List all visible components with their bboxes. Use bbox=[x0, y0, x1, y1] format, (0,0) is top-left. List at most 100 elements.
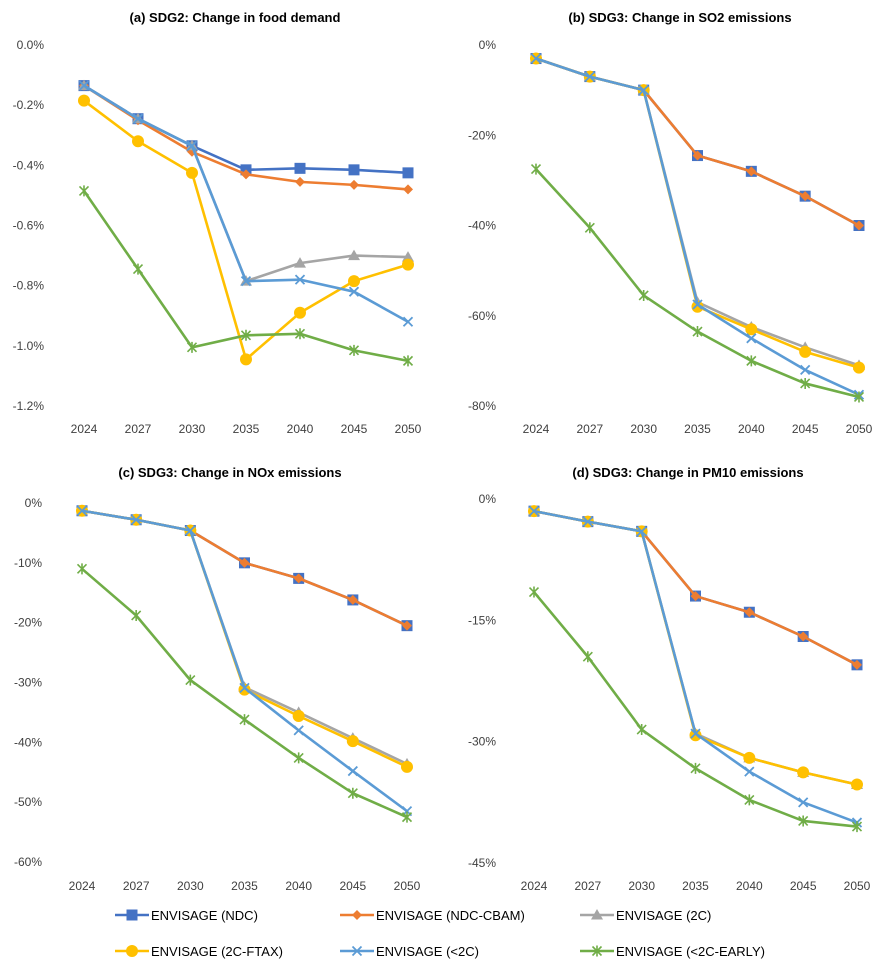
data-point bbox=[348, 344, 360, 356]
data-point bbox=[347, 594, 358, 605]
data-point bbox=[294, 328, 306, 340]
y-tick-label: -0.6% bbox=[13, 219, 45, 233]
data-point bbox=[185, 674, 196, 686]
data-point bbox=[800, 377, 811, 389]
series-4 bbox=[78, 94, 414, 366]
x-tick-label: 2027 bbox=[576, 422, 603, 436]
x-tick-label: 2040 bbox=[287, 422, 314, 436]
data-point bbox=[854, 220, 864, 231]
legend-marker bbox=[352, 910, 362, 920]
series-line bbox=[83, 84, 409, 175]
series-2 bbox=[531, 53, 864, 231]
data-point bbox=[348, 286, 360, 297]
data-point bbox=[402, 251, 414, 262]
x-tick-label: 2030 bbox=[630, 422, 657, 436]
data-point bbox=[528, 505, 540, 517]
data-point bbox=[238, 683, 251, 696]
x-tick-label: 2027 bbox=[125, 422, 152, 436]
x-tick-label: 2030 bbox=[179, 422, 206, 436]
chart-panel-1: (a) SDG2: Change in food demand 0.0% -0.2%… bbox=[13, 10, 422, 436]
chart-title: (a) SDG2: Change in food demand bbox=[130, 10, 341, 25]
legend-label: ENVISAGE (NDC) bbox=[151, 908, 258, 923]
series-6 bbox=[78, 185, 414, 367]
data-point bbox=[584, 71, 595, 82]
series-line bbox=[535, 57, 860, 396]
data-point bbox=[185, 525, 196, 536]
series-4 bbox=[528, 505, 863, 791]
legend-marker bbox=[351, 945, 363, 957]
x-tick-label: 2035 bbox=[233, 422, 260, 436]
series-line bbox=[533, 509, 858, 786]
series-1 bbox=[76, 505, 413, 632]
data-point bbox=[530, 53, 542, 64]
data-point bbox=[692, 299, 703, 310]
y-tick-label: -20% bbox=[14, 616, 42, 630]
chart-panel-2: (b) SDG3: Change in SO2 emissions 0% -20% -… bbox=[468, 10, 873, 436]
data-point bbox=[800, 191, 811, 202]
data-point bbox=[401, 760, 413, 773]
data-point bbox=[530, 163, 542, 175]
data-point bbox=[638, 84, 649, 96]
data-point bbox=[798, 797, 809, 808]
data-point bbox=[348, 275, 360, 288]
x-tick-label: 2045 bbox=[339, 879, 366, 893]
x-tick-label: 2024 bbox=[521, 879, 548, 893]
series-5 bbox=[530, 53, 865, 400]
series-line bbox=[535, 57, 860, 369]
legend-item: ENVISAGE (NDC-CBAM) bbox=[340, 908, 525, 923]
y-tick-label: -40% bbox=[14, 735, 42, 749]
data-point bbox=[690, 728, 701, 739]
legend-item: ENVISAGE (2C-FTAX) bbox=[115, 944, 283, 959]
data-point bbox=[403, 184, 413, 195]
data-point bbox=[744, 766, 755, 777]
legend: ENVISAGE (NDC) ENVISAGE (NDC-CBAM) ENVISAG… bbox=[115, 908, 765, 959]
data-point bbox=[851, 778, 863, 791]
x-tick-label: 2030 bbox=[177, 879, 204, 893]
legend-item: ENVISAGE (<2C) bbox=[340, 944, 479, 959]
data-point bbox=[294, 306, 306, 319]
data-point bbox=[240, 329, 252, 341]
data-point bbox=[798, 631, 809, 642]
data-point bbox=[240, 276, 252, 287]
x-tick-label: 2024 bbox=[71, 422, 98, 436]
series-line bbox=[81, 509, 408, 766]
series-line bbox=[533, 591, 858, 828]
data-point bbox=[798, 815, 809, 827]
x-tick-label: 2035 bbox=[231, 879, 258, 893]
x-tick-label: 2040 bbox=[285, 879, 312, 893]
x-tick-label: 2035 bbox=[684, 422, 711, 436]
data-point bbox=[78, 80, 90, 91]
data-point bbox=[638, 289, 649, 301]
x-tick-label: 2027 bbox=[123, 879, 150, 893]
legend-item: ENVISAGE (NDC) bbox=[115, 908, 258, 923]
series-line bbox=[533, 509, 858, 786]
data-point bbox=[401, 811, 413, 823]
data-point bbox=[293, 752, 304, 764]
x-tick-label: 2024 bbox=[523, 422, 550, 436]
series-line bbox=[81, 509, 408, 769]
x-tick-label: 2027 bbox=[574, 879, 601, 893]
data-point bbox=[851, 821, 863, 833]
data-point bbox=[689, 729, 702, 742]
data-point bbox=[402, 355, 414, 367]
data-point bbox=[295, 176, 305, 187]
x-tick-label: 2040 bbox=[738, 422, 765, 436]
data-point bbox=[636, 724, 647, 736]
data-point bbox=[131, 514, 142, 525]
legend-item: ENVISAGE (<2C-EARLY) bbox=[580, 944, 765, 959]
series-5 bbox=[76, 505, 413, 817]
series-6 bbox=[528, 586, 863, 833]
data-point bbox=[691, 300, 704, 313]
y-tick-label: -40% bbox=[468, 219, 496, 233]
data-point bbox=[746, 166, 757, 177]
data-point bbox=[582, 516, 593, 527]
series-2 bbox=[79, 80, 413, 195]
data-point bbox=[402, 620, 412, 631]
chart-panel-4: (d) SDG3: Change in PM10 emissions 0% -15%… bbox=[468, 465, 871, 893]
data-point bbox=[402, 258, 414, 271]
series-1 bbox=[530, 53, 865, 231]
series-line bbox=[81, 509, 408, 813]
chart-title: (d) SDG3: Change in PM10 emissions bbox=[572, 465, 803, 480]
data-point bbox=[690, 762, 701, 774]
